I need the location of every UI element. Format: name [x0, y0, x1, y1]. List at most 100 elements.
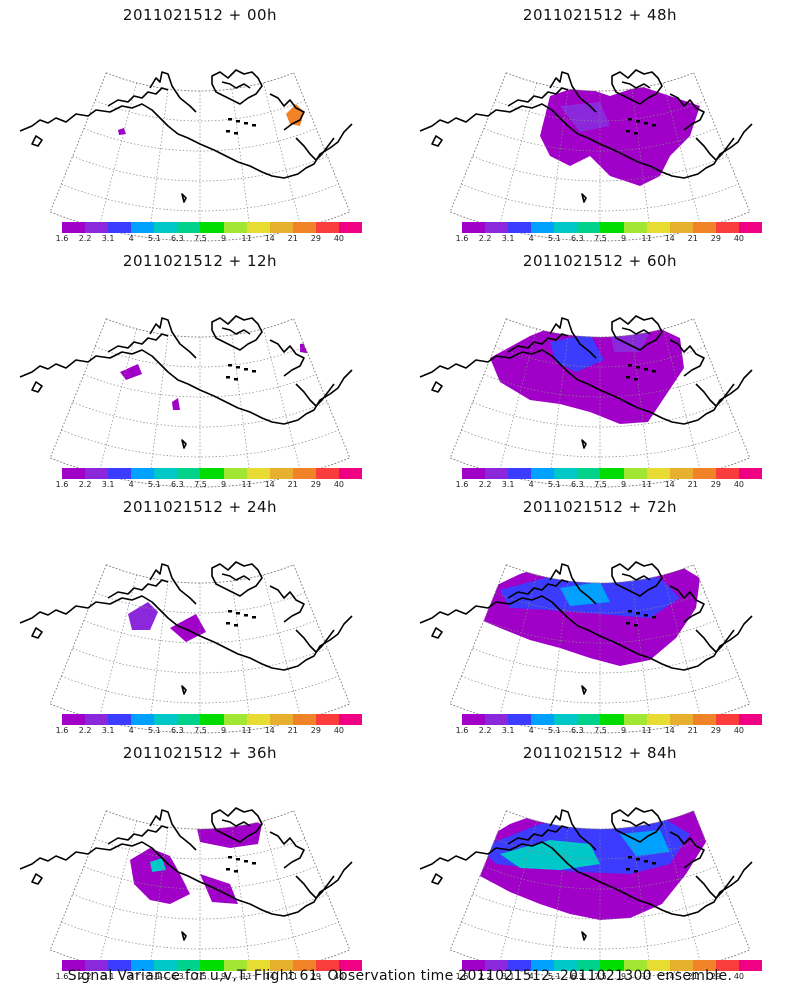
colorbar-swatch	[577, 222, 601, 233]
colorbar-tick-label: 11	[241, 972, 252, 981]
colorbar	[62, 468, 363, 479]
colorbar-tick-label: 11	[241, 726, 252, 735]
latitude-line	[83, 128, 317, 152]
colorbar-tick-label: 7.5	[194, 972, 207, 981]
coastline	[419, 841, 753, 917]
colorbar-swatch	[462, 960, 486, 971]
colorbar-swatch	[269, 468, 293, 479]
variance-contour	[206, 564, 220, 578]
island	[226, 868, 230, 871]
meridian-line	[98, 820, 138, 967]
colorbar-swatch	[177, 714, 201, 725]
colorbar-tick-label: 4	[128, 726, 134, 735]
colorbar-swatch	[508, 222, 532, 233]
colorbar-labels: 1.6 2.2 3.1 4 5.1 6.3 7.5 9 11 14 21 29 40	[452, 234, 772, 246]
colorbar-tick-label: 21	[687, 234, 698, 243]
colorbar-swatch	[554, 960, 578, 971]
colorbar-swatch	[577, 960, 601, 971]
map-plot	[419, 315, 753, 488]
coastline	[695, 383, 735, 407]
colorbar-tick-label: 2.2	[478, 726, 492, 735]
island	[652, 862, 656, 865]
colorbar-swatch	[315, 468, 339, 479]
colorbar-swatch	[600, 960, 624, 971]
colorbar-tick-label: 40	[733, 234, 745, 243]
colorbar-tick-label: 6.3	[571, 480, 584, 489]
colorbar-tick-label: 40	[733, 480, 745, 489]
colorbar-swatch	[223, 960, 247, 971]
panel-title: 2011021512 + 36h	[122, 744, 278, 762]
map-plot	[419, 807, 753, 980]
colorbar-swatch	[462, 468, 486, 479]
latitude-line	[106, 72, 294, 92]
latitude-line	[506, 72, 694, 92]
latitude-line	[72, 647, 328, 674]
latitude-line	[472, 893, 728, 920]
colorbar-tick-label: 14	[664, 234, 675, 243]
latitude-line	[472, 401, 728, 428]
colorbar-swatch	[738, 222, 763, 233]
colorbar-tick-label: 1.6	[455, 972, 469, 981]
colorbar-tick-label: 1.6	[55, 972, 69, 981]
colorbar-tick-label: 3.1	[101, 480, 115, 489]
colorbar-labels: 1.6 2.2 3.1 4 5.1 6.3 7.5 9 11 14 21 29 40	[452, 480, 772, 492]
colorbar-tick-label: 21	[287, 234, 298, 243]
map-panel: 2011021512 + 84h 1.6 2.2 3.1 4 5.1 6.3 7.5 9 11 14…	[400, 738, 800, 984]
colorbar-tick-label: 21	[687, 972, 698, 981]
colorbar	[62, 960, 363, 971]
colorbar-labels: 1.6 2.2 3.1 4 5.1 6.3 7.5 9 11 14 21 29 40	[452, 972, 772, 984]
colorbar-swatch	[85, 222, 109, 233]
coastline	[669, 831, 705, 869]
coastline	[107, 333, 169, 353]
colorbar-tick-label: 9	[620, 972, 627, 981]
colorbar-swatch	[62, 222, 86, 233]
coastline	[181, 685, 187, 695]
colorbar-swatch	[315, 222, 339, 233]
variance-field	[128, 564, 220, 642]
colorbar	[462, 714, 763, 725]
colorbar-tick-label: 11	[241, 480, 252, 489]
island	[252, 616, 256, 619]
colorbar-tick-label: 1.6	[55, 480, 69, 489]
panel-title: 2011021512 + 60h	[522, 252, 678, 270]
colorbar-tick-label: 1.6	[55, 234, 69, 243]
island	[236, 120, 240, 123]
island	[626, 622, 630, 625]
panel-title: 2011021512 + 84h	[522, 744, 678, 762]
colorbar-swatch	[108, 960, 132, 971]
meridian-line	[498, 82, 538, 229]
colorbar-tick-label: 5.1	[147, 480, 161, 489]
coastline	[695, 875, 735, 899]
variance-contour	[500, 840, 600, 870]
colorbar-tick-label: 9	[620, 726, 627, 735]
map-border	[49, 564, 351, 734]
meridian-line	[98, 328, 138, 475]
colorbar-tick-label: 29	[310, 726, 321, 735]
island	[234, 378, 238, 381]
island	[236, 612, 240, 615]
map-plot	[19, 807, 353, 980]
coastline	[107, 579, 169, 599]
colorbar-swatch	[154, 468, 178, 479]
coastline	[107, 825, 169, 845]
colorbar-swatch	[692, 468, 716, 479]
colorbar-tick-label: 40	[333, 480, 345, 489]
colorbar-swatch	[485, 714, 509, 725]
variance-field	[490, 318, 684, 424]
colorbar-swatch	[531, 714, 555, 725]
colorbar-swatch	[508, 714, 532, 725]
colorbar-swatch	[577, 714, 601, 725]
colorbar-labels: 1.6 2.2 3.1 4 5.1 6.3 7.5 9 11 14 21 29 40	[52, 234, 372, 246]
colorbar-swatch	[223, 468, 247, 479]
island	[636, 612, 640, 615]
colorbar-swatch	[269, 714, 293, 725]
coastline	[549, 71, 597, 113]
colorbar-swatch	[692, 960, 716, 971]
colorbar-tick-label: 6.3	[171, 480, 184, 489]
map-border	[49, 72, 351, 242]
island	[626, 868, 630, 871]
colorbar-tick-label: 1.6	[455, 234, 469, 243]
island	[226, 130, 230, 133]
colorbar-tick-label: 7.5	[594, 234, 607, 243]
colorbar-swatch	[738, 960, 763, 971]
